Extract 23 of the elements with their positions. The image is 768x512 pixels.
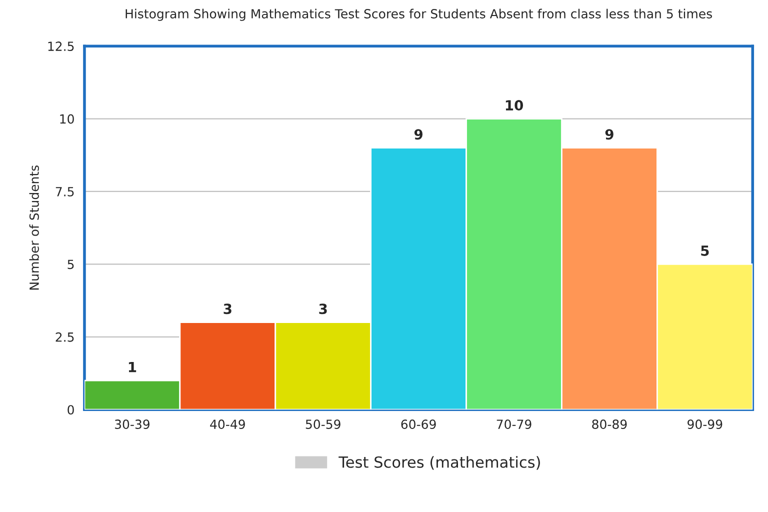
data-label: 9 xyxy=(605,129,614,140)
data-label: 5 xyxy=(701,246,709,256)
chart-title: Histogram Showing Mathematics Test Scores for Students Absent from class less than 5 times xyxy=(126,8,712,21)
data-label: 3 xyxy=(319,304,327,314)
x-tick-label: 40-49 xyxy=(210,420,245,429)
y-tick-label: 7.5 xyxy=(56,187,74,196)
x-tick-label: 30-39 xyxy=(115,420,150,429)
y-axis-title: Number of Students xyxy=(29,165,39,290)
x-tick-label: 50-59 xyxy=(306,420,340,429)
x-tick-label: 70-79 xyxy=(496,420,532,429)
y-tick-label: 2.5 xyxy=(56,332,74,342)
x-tick-label: 80-89 xyxy=(592,420,627,429)
y-tick-label: 12.5 xyxy=(48,42,74,52)
text: Test Scores (mathematics) xyxy=(338,456,540,470)
x-tick-label: 90-99 xyxy=(688,420,722,429)
data-label: 9 xyxy=(414,129,423,140)
y-tick-label: 0 xyxy=(68,405,74,415)
data-label: 1 xyxy=(128,362,136,372)
data-label: 3 xyxy=(224,304,232,314)
data-label: 10 xyxy=(506,100,524,111)
x-tick-label: 60-69 xyxy=(401,420,436,429)
y-tick-label: 5 xyxy=(68,260,74,270)
y-tick-label: 10 xyxy=(60,114,74,124)
